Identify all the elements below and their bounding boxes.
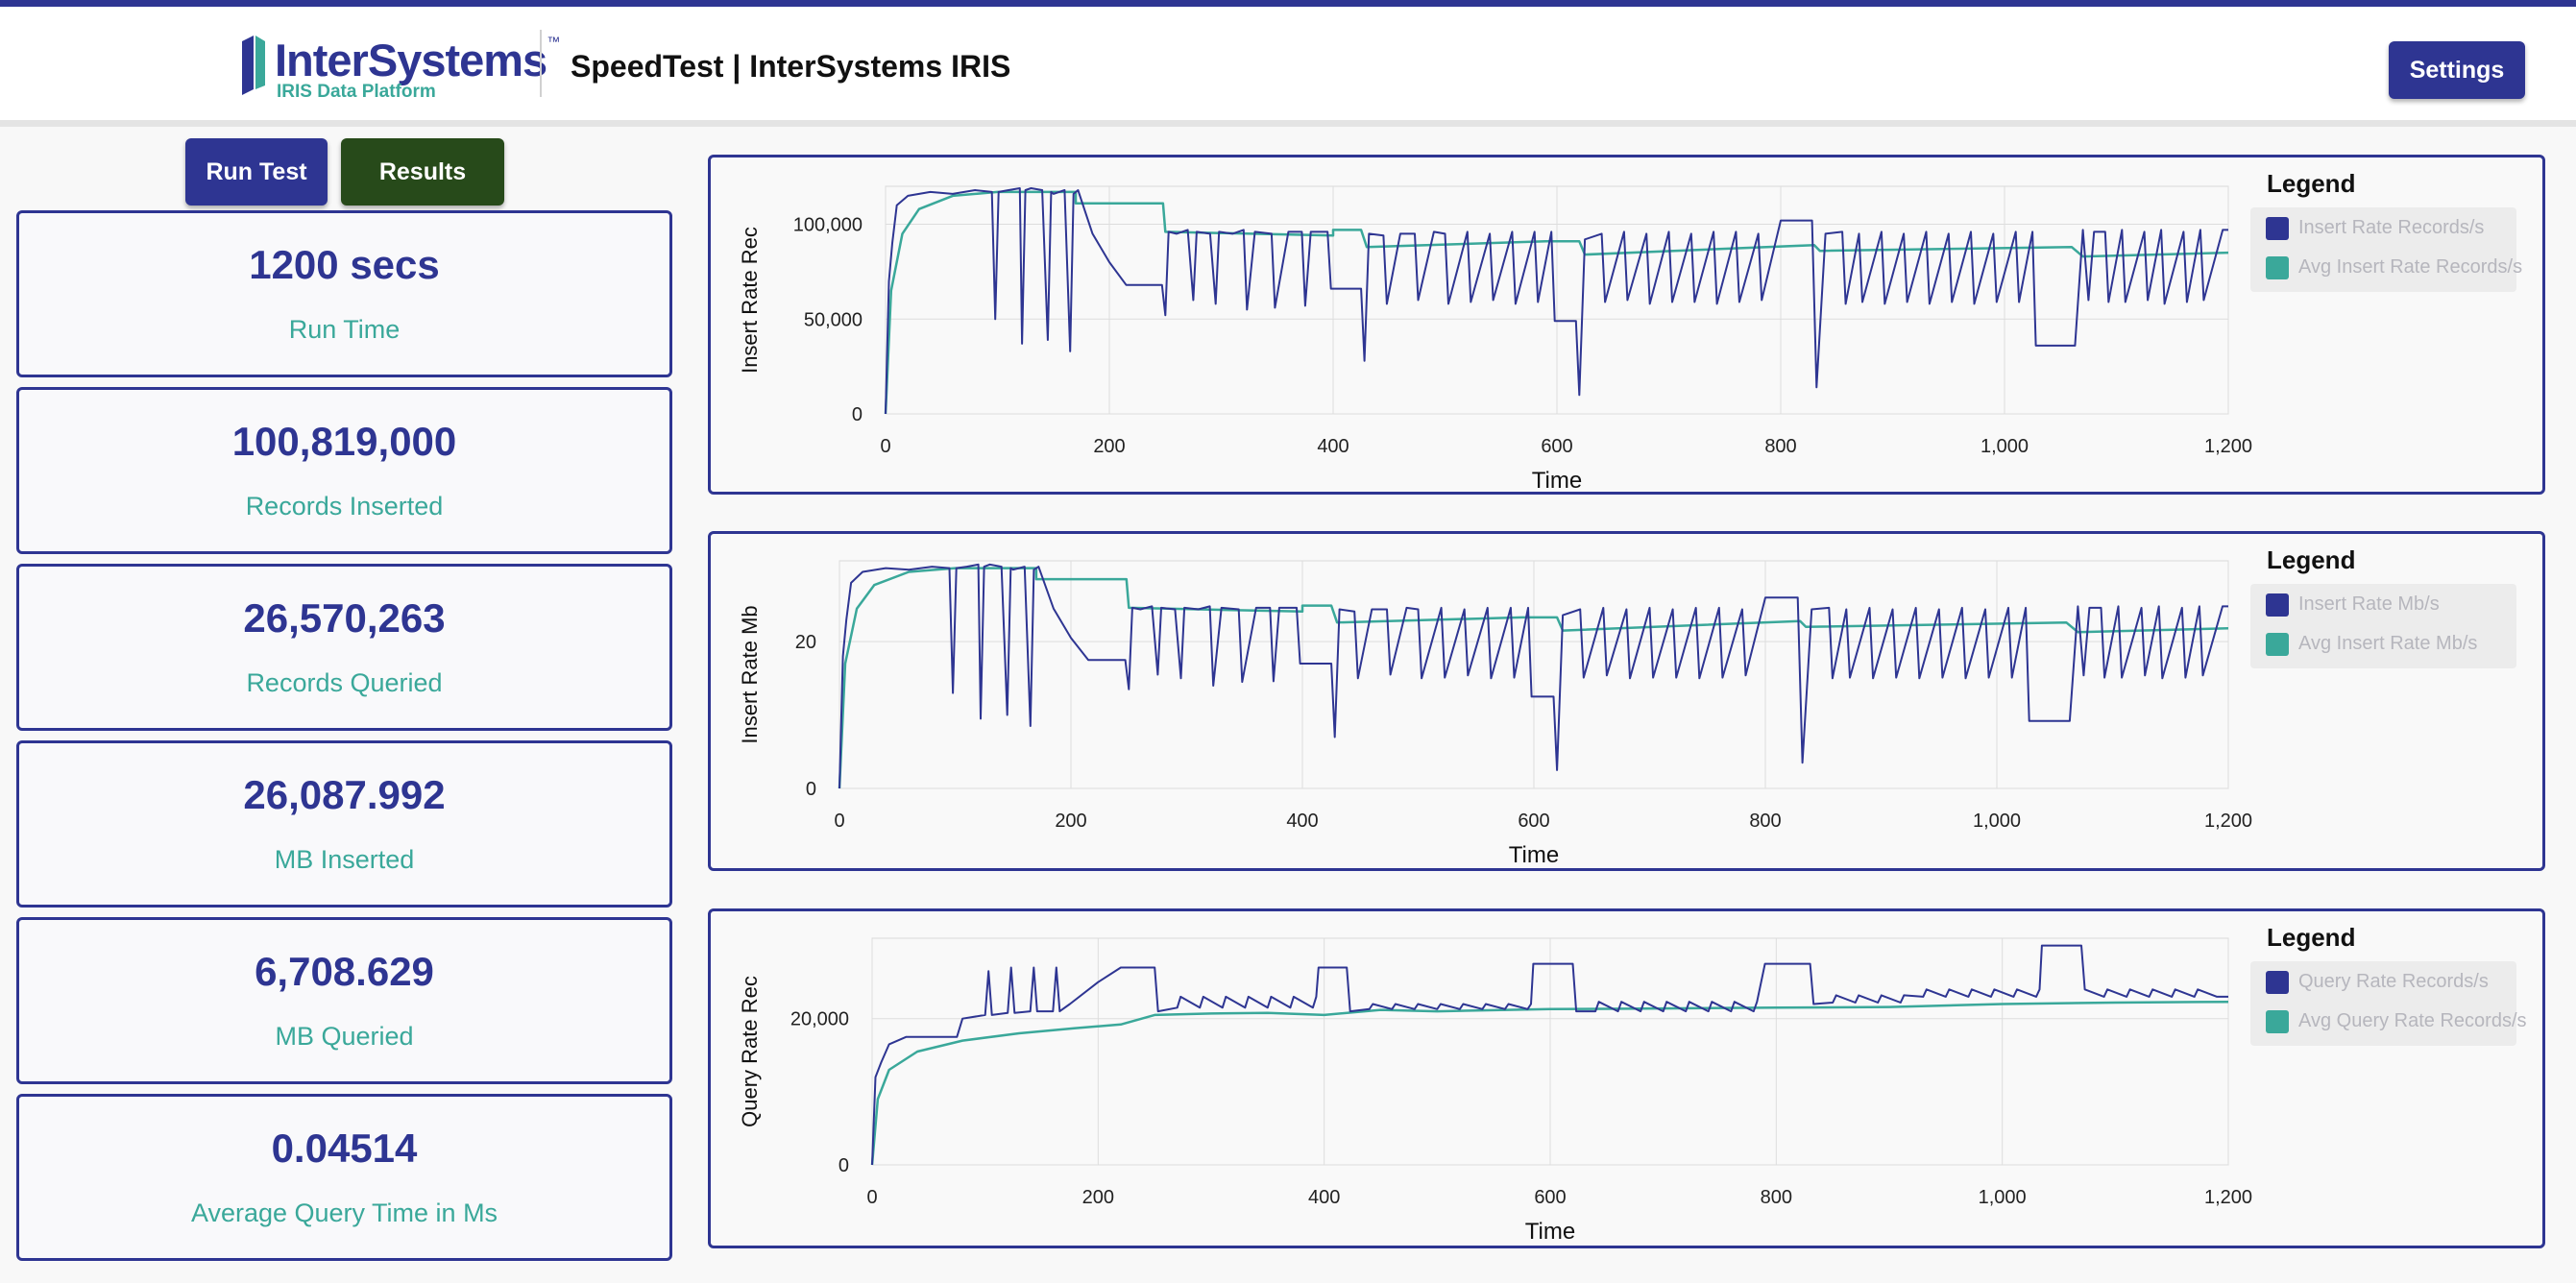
y-tick-label: 20 — [795, 632, 816, 653]
stat-value: 100,819,000 — [231, 419, 457, 464]
stat-label: MB Queried — [275, 1022, 414, 1051]
legend-label: Avg Insert Rate Records/s — [2298, 256, 2523, 278]
legend-swatch — [2266, 971, 2289, 994]
legend-title: Legend — [2267, 169, 2356, 198]
x-tick-label: 800 — [1764, 436, 1796, 457]
legend-swatch — [2266, 633, 2289, 656]
series-line — [870, 1000, 2229, 1166]
x-tick-label: 600 — [1541, 436, 1572, 457]
stat-card-records-queried: 26,570,263 Records Queried — [16, 564, 672, 731]
stat-card-mb-queried: 6,708.629 MB Queried — [16, 917, 672, 1084]
legend-label: Avg Query Rate Records/s — [2298, 1010, 2527, 1031]
app-header: InterSystems™ IRIS Data Platform SpeedTe… — [0, 7, 2576, 127]
stat-value: 1200 secs — [249, 242, 440, 287]
legend-label: Insert Rate Records/s — [2298, 217, 2485, 238]
legend-swatch — [2266, 1010, 2289, 1033]
y-tick-label: 0 — [806, 779, 816, 800]
page-title: SpeedTest | InterSystems IRIS — [571, 49, 1011, 84]
intersystems-logo-icon — [242, 36, 265, 95]
stat-card-records-inserted: 100,819,000 Records Inserted — [16, 387, 672, 554]
x-tick-label: 0 — [834, 811, 844, 832]
chart-canvas: 0 200 400 600 800 1,000 1,200 0 50,000 100,000 Tim… — [738, 185, 2252, 492]
legend: Query Rate Records/s Avg Query Rate Reco… — [2250, 961, 2527, 1046]
y-axis-label: Query Rate Rec — [738, 976, 762, 1127]
x-tick-label: 1,200 — [2204, 1187, 2252, 1208]
series-line — [885, 187, 2228, 415]
y-tick-label: 100,000 — [793, 215, 863, 236]
x-tick-label: 600 — [1518, 811, 1549, 832]
stat-card-avg-query-time: 0.04514 Average Query Time in Ms — [16, 1094, 672, 1261]
legend-swatch — [2266, 217, 2289, 240]
x-tick-label: 200 — [1093, 436, 1125, 457]
top-accent-bar — [0, 0, 2576, 7]
stat-label: Records Inserted — [245, 492, 444, 520]
series-line — [838, 563, 2228, 789]
y-axis-label: Insert Rate Mb — [738, 605, 762, 743]
series-line — [871, 944, 2228, 1166]
series-line — [884, 190, 2229, 415]
x-tick-label: 800 — [1749, 811, 1781, 832]
legend-swatch — [2266, 256, 2289, 279]
legend-title: Legend — [2267, 923, 2356, 952]
x-tick-label: 1,000 — [1981, 436, 2029, 457]
settings-button[interactable]: Settings — [2389, 41, 2525, 99]
legend-title: Legend — [2267, 545, 2356, 574]
legend: Insert Rate Records/s Avg Insert Rate Re… — [2250, 207, 2522, 292]
legend-label: Query Rate Records/s — [2298, 971, 2489, 992]
y-tick-label: 50,000 — [804, 309, 863, 330]
legend-swatch — [2266, 593, 2289, 617]
x-tick-label: 200 — [1055, 811, 1086, 832]
x-tick-label: 1,000 — [1979, 1187, 2027, 1208]
stat-card-mb-inserted: 26,087.992 MB Inserted — [16, 740, 672, 908]
stat-value: 26,087.992 — [243, 772, 446, 817]
results-button[interactable]: Results — [341, 138, 504, 206]
stat-value: 26,570,263 — [243, 595, 446, 641]
chart-query-rate-records: 0 200 400 600 800 1,000 1,200 0 20,000 Time Query … — [708, 908, 2545, 1248]
y-axis-label: Insert Rate Rec — [738, 227, 762, 374]
stat-label: Records Queried — [246, 668, 443, 697]
legend-label: Insert Rate Mb/s — [2298, 593, 2440, 615]
logo-wordmark: InterSystems™ — [275, 34, 560, 85]
x-tick-label: 1,200 — [2204, 811, 2252, 832]
chart-insert-rate-mb: 0 200 400 600 800 1,000 1,200 0 20 Time Insert Rat… — [708, 531, 2545, 871]
stat-value: 0.04514 — [271, 1126, 418, 1171]
y-tick-label: 20,000 — [790, 1009, 849, 1030]
series-line — [838, 567, 2229, 789]
x-tick-label: 400 — [1286, 811, 1318, 832]
stat-label: Run Time — [288, 315, 401, 344]
stat-value: 6,708.629 — [255, 949, 434, 994]
x-tick-label: 800 — [1761, 1187, 1792, 1208]
intersystems-logo: InterSystems™ IRIS Data Platform — [240, 28, 560, 105]
stat-label: Average Query Time in Ms — [190, 1198, 498, 1227]
x-axis-label: Time — [1509, 842, 1559, 868]
x-axis-label: Time — [1525, 1219, 1575, 1245]
chart-canvas: 0 200 400 600 800 1,000 1,200 0 20,000 Time Query … — [738, 937, 2252, 1245]
header-divider — [540, 30, 542, 97]
stat-card-run-time: 1200 secs Run Time — [16, 210, 672, 377]
x-tick-label: 1,200 — [2204, 436, 2252, 457]
x-tick-label: 400 — [1317, 436, 1349, 457]
logo-subtitle: IRIS Data Platform — [277, 82, 436, 102]
x-tick-label: 1,000 — [1973, 811, 2021, 832]
x-tick-label: 600 — [1534, 1187, 1566, 1208]
x-tick-label: 0 — [880, 436, 890, 457]
x-tick-label: 0 — [866, 1187, 877, 1208]
x-tick-label: 400 — [1308, 1187, 1340, 1208]
run-test-button[interactable]: Run Test — [185, 138, 328, 206]
y-tick-label: 0 — [838, 1155, 849, 1176]
legend: Insert Rate Mb/s Avg Insert Rate Mb/s — [2250, 584, 2516, 668]
y-tick-label: 0 — [852, 404, 863, 425]
chart-canvas: 0 200 400 600 800 1,000 1,200 0 20 Time Insert Rat… — [738, 560, 2252, 868]
chart-insert-rate-records: 0 200 400 600 800 1,000 1,200 0 50,000 100,000 Tim… — [708, 155, 2545, 495]
stat-label: MB Inserted — [274, 845, 415, 874]
x-tick-label: 200 — [1082, 1187, 1114, 1208]
legend-label: Avg Insert Rate Mb/s — [2298, 633, 2478, 654]
x-axis-label: Time — [1532, 468, 1582, 492]
